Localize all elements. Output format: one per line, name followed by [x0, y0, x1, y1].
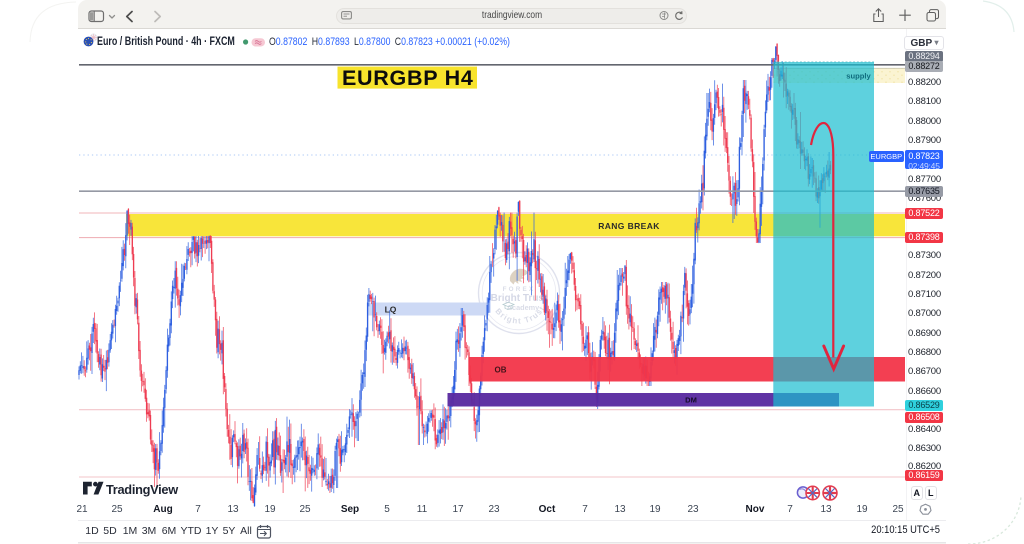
svg-text:Academy: Academy [507, 303, 540, 312]
svg-text:LQ: LQ [385, 305, 397, 315]
svg-text:RANG BREAK: RANG BREAK [598, 221, 660, 231]
svg-text:EURGBP H4: EURGBP H4 [342, 66, 473, 90]
svg-text:Bright Trust: Bright Trust [491, 293, 548, 304]
svg-text:TradingView: TradingView [106, 482, 178, 497]
svg-text:supply: supply [846, 71, 871, 80]
svg-text:DM: DM [685, 396, 697, 405]
svg-text:FOREX: FOREX [503, 286, 536, 293]
svg-text:OB: OB [495, 366, 507, 375]
